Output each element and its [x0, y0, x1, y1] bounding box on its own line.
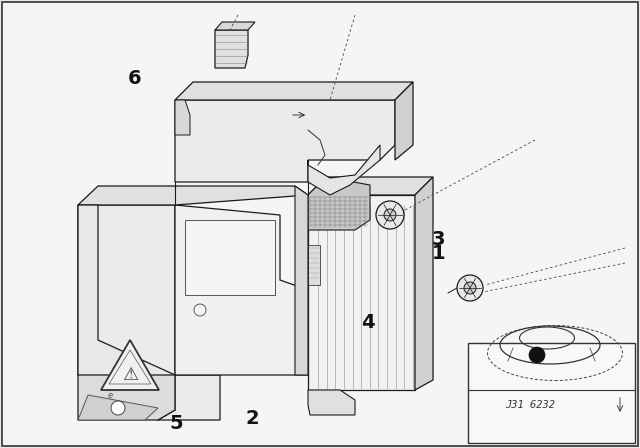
Polygon shape	[308, 177, 433, 195]
Circle shape	[464, 282, 476, 294]
Circle shape	[457, 275, 483, 301]
Polygon shape	[101, 340, 159, 390]
Text: 1: 1	[431, 244, 445, 263]
Polygon shape	[215, 30, 248, 68]
Polygon shape	[215, 22, 255, 30]
FancyBboxPatch shape	[468, 343, 635, 443]
Text: e: e	[108, 391, 113, 400]
Polygon shape	[395, 82, 413, 160]
Polygon shape	[308, 145, 380, 195]
Polygon shape	[185, 220, 275, 295]
Text: J31 6232: J31 6232	[505, 400, 555, 410]
Polygon shape	[78, 395, 158, 420]
Text: ⚠: ⚠	[122, 366, 138, 384]
Polygon shape	[78, 186, 308, 205]
Text: 3: 3	[431, 230, 445, 249]
Polygon shape	[308, 390, 355, 415]
Polygon shape	[415, 177, 433, 390]
Circle shape	[376, 201, 404, 229]
Circle shape	[194, 304, 206, 316]
Polygon shape	[78, 375, 175, 420]
Text: 5: 5	[169, 414, 183, 433]
Polygon shape	[308, 245, 320, 285]
Polygon shape	[175, 205, 308, 375]
Text: 4: 4	[361, 313, 375, 332]
Polygon shape	[175, 100, 395, 182]
Polygon shape	[308, 177, 370, 230]
Polygon shape	[78, 205, 175, 420]
Circle shape	[529, 347, 545, 363]
Polygon shape	[308, 195, 415, 390]
Text: 2: 2	[246, 409, 260, 428]
Circle shape	[384, 209, 396, 221]
Polygon shape	[78, 205, 220, 420]
Polygon shape	[295, 186, 308, 375]
Text: 6: 6	[127, 69, 141, 88]
Polygon shape	[175, 100, 190, 135]
Polygon shape	[175, 82, 413, 100]
Circle shape	[111, 401, 125, 415]
